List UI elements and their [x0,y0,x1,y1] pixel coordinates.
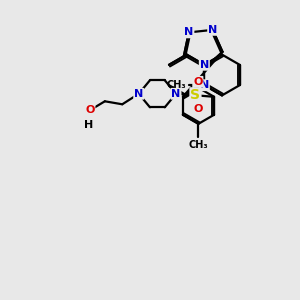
Text: O: O [85,105,94,115]
Text: N: N [200,60,209,70]
Text: N: N [200,80,209,90]
Text: N: N [184,27,194,38]
Text: N: N [134,89,143,99]
Text: O: O [193,77,203,87]
Text: H: H [84,120,93,130]
Text: CH₃: CH₃ [166,80,186,90]
Text: O: O [193,104,203,114]
Text: S: S [190,88,200,102]
Text: N: N [208,25,217,35]
Text: N: N [171,89,181,99]
Text: CH₃: CH₃ [189,140,208,150]
